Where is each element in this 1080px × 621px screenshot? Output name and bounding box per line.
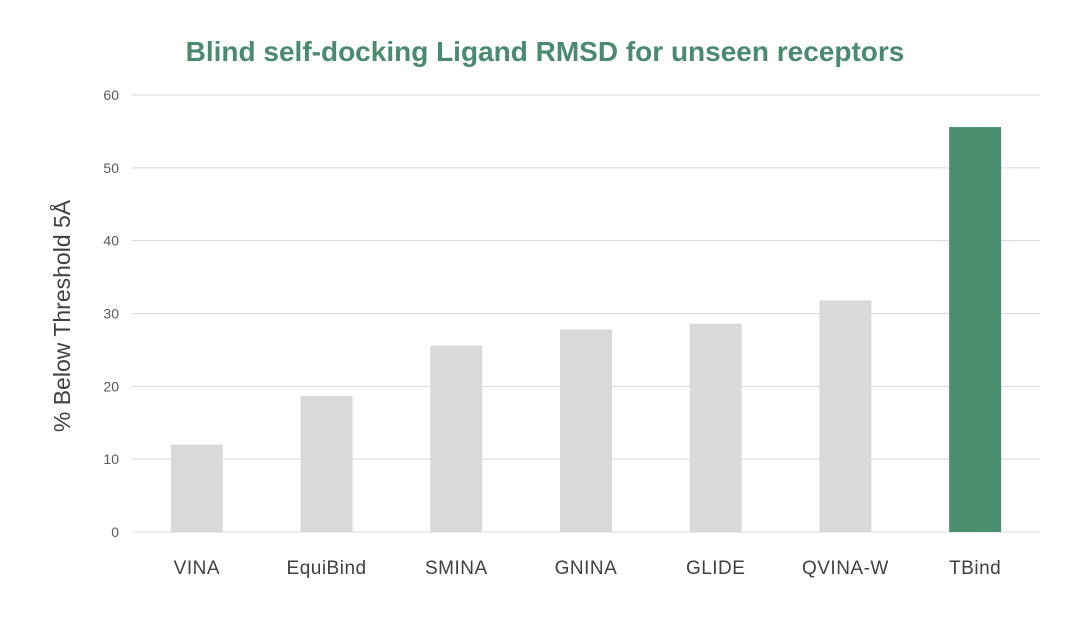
chart-title: Blind self-docking Ligand RMSD for unsee… <box>186 36 905 67</box>
x-tick-label: QVINA-W <box>802 558 889 579</box>
bar-vina <box>170 444 223 532</box>
y-axis-label: % Below Threshold 5Å <box>48 199 75 432</box>
x-tick-label: GNINA <box>555 558 618 579</box>
bar-smina <box>430 345 483 532</box>
y-axis-ticks: 0 10 20 30 40 50 60 <box>103 87 119 540</box>
y-tick-label: 50 <box>103 160 119 176</box>
x-tick-label: EquiBind <box>287 558 367 579</box>
bar-gnina <box>560 329 612 532</box>
y-tick-label: 60 <box>103 87 119 103</box>
bar-glide <box>689 323 742 532</box>
x-tick-label: VINA <box>174 558 220 579</box>
bar-equibind <box>300 395 353 532</box>
y-tick-label: 10 <box>103 451 119 467</box>
y-tick-label: 20 <box>103 378 119 394</box>
x-tick-label: GLIDE <box>686 558 746 579</box>
bars <box>170 127 1002 533</box>
x-axis-ticks: VINA EquiBind SMINA GNINA GLIDE QVINA-W TBind <box>174 558 1001 579</box>
y-tick-label: 40 <box>103 233 119 249</box>
x-tick-label: TBind <box>949 558 1001 579</box>
bar-tbind <box>949 127 1002 533</box>
y-tick-label: 0 <box>111 524 119 540</box>
bar-qvina-w <box>819 300 872 532</box>
x-tick-label: SMINA <box>425 558 488 579</box>
y-tick-label: 30 <box>103 306 119 322</box>
